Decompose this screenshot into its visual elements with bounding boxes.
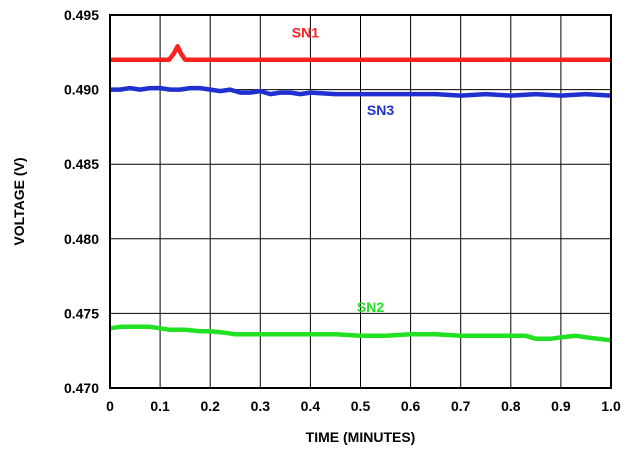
y-tick-label: 0.485: [64, 156, 99, 172]
series-line-sn1: [110, 44, 611, 63]
x-tick-label: 0.6: [401, 398, 421, 414]
grid: [110, 15, 611, 388]
tick-labels: 0 0.1 0.2 0.3 0.4 0.5 0.6 0.7 0.8 0.9 1.0 0.470 0.47…: [64, 7, 621, 414]
x-tick-label: 1.0: [601, 398, 621, 414]
x-tick-label: 0.2: [200, 398, 220, 414]
y-tick-label: 0.470: [64, 380, 99, 396]
plot-frame: [109, 14, 612, 389]
series-label-sn1: SN1: [292, 24, 319, 40]
x-tick-label: 0.8: [501, 398, 521, 414]
x-tick-label: 0.5: [351, 398, 371, 414]
series-line-sn2: [109, 324, 612, 343]
x-tick-label: 0: [106, 398, 114, 414]
y-tick-label: 0.490: [64, 82, 99, 98]
series-label-sn2: SN2: [357, 299, 384, 315]
series-label-sn3: SN3: [367, 102, 394, 118]
y-tick-label: 0.475: [64, 305, 99, 321]
x-axis-title: TIME (MINUTES): [306, 429, 416, 445]
y-tick-label: 0.495: [64, 7, 99, 23]
x-tick-label: 0.1: [150, 398, 170, 414]
y-tick-label: 0.480: [64, 231, 99, 247]
x-tick-label: 0.4: [301, 398, 321, 414]
series-labels: SN1 SN3 SN2: [292, 24, 395, 315]
x-tick-label: 0.3: [251, 398, 271, 414]
x-tick-label: 0.7: [451, 398, 471, 414]
series-lines: [109, 44, 612, 343]
series-line-sn3: [110, 85, 612, 98]
y-axis-title: VOLTAGE (V): [11, 157, 27, 245]
x-tick-label: 0.9: [551, 398, 571, 414]
